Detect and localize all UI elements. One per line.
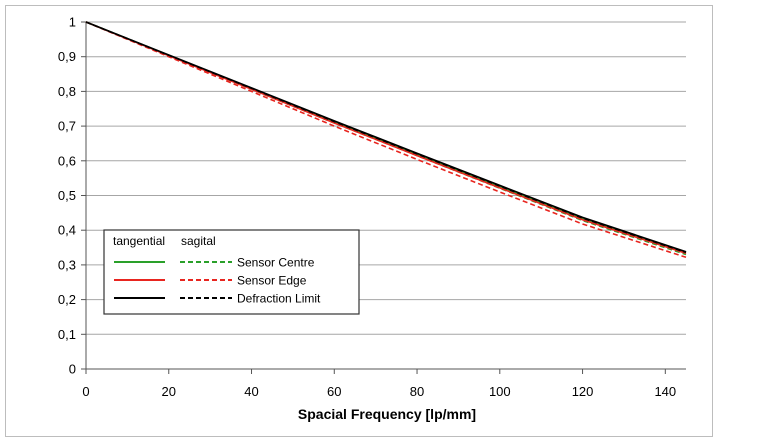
- x-tick-label: 0: [82, 384, 89, 399]
- x-tick-labels: 0 20 40 60 80 100 120 140: [82, 384, 676, 399]
- x-tick-label: 60: [327, 384, 341, 399]
- legend-label-sensor-centre: Sensor Centre: [237, 256, 315, 270]
- x-tick-label: 80: [410, 384, 424, 399]
- y-tick-label: 0,7: [58, 119, 76, 134]
- y-tick-label: 0: [69, 362, 76, 377]
- x-tick-label: 120: [572, 384, 594, 399]
- x-tick-label: 40: [244, 384, 258, 399]
- x-tick-label: 20: [162, 384, 176, 399]
- y-tick-label: 1: [69, 15, 76, 30]
- x-tick-label: 140: [654, 384, 676, 399]
- series-lines: [85, 21, 687, 259]
- x-tick-label: 100: [489, 384, 511, 399]
- legend-header-sagital: sagital: [181, 234, 216, 248]
- y-tick-label: 0,8: [58, 84, 76, 99]
- legend: tangential sagital Sensor Centre Sensor E…: [103, 229, 360, 315]
- legend-label-defraction-limit: Defraction Limit: [237, 292, 321, 306]
- y-tick-label: 0,6: [58, 153, 76, 168]
- legend-header-tangential: tangential: [113, 234, 165, 248]
- legend-rows: Sensor Centre Sensor Edge Defraction Limit: [114, 256, 321, 306]
- y-tick-label: 0,5: [58, 188, 76, 203]
- y-tick-labels: 0 0,1 0,2 0,3 0,4 0,5 0,6 0,7 0,8 0,9 1: [58, 15, 76, 377]
- y-tick-label: 0,1: [58, 327, 76, 342]
- x-axis-title: Spacial Frequency [lp/mm]: [298, 406, 476, 422]
- series-line-defraction-limit-solid: [85, 21, 687, 253]
- axes: [81, 21, 686, 374]
- series-line-sensor-edge-dashed: [85, 21, 687, 259]
- y-tick-label: 0,2: [58, 292, 76, 307]
- y-tick-label: 0,9: [58, 49, 76, 64]
- y-tick-label: 0,4: [58, 223, 76, 238]
- legend-box: [103, 229, 360, 315]
- legend-label-sensor-edge: Sensor Edge: [237, 274, 307, 288]
- y-tick-label: 0,3: [58, 257, 76, 272]
- series-line-defraction-limit-dashed: [85, 21, 687, 254]
